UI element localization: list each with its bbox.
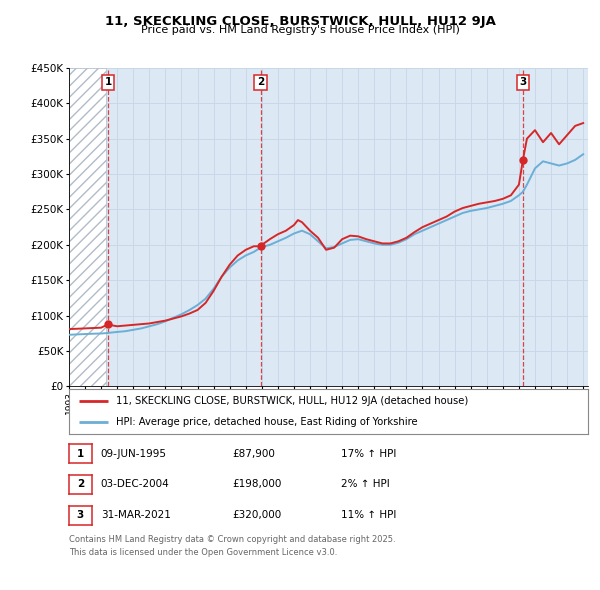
Text: 1: 1	[104, 77, 112, 87]
Text: Contains HM Land Registry data © Crown copyright and database right 2025.: Contains HM Land Registry data © Crown c…	[69, 535, 395, 544]
Text: 03-DEC-2004: 03-DEC-2004	[101, 480, 170, 489]
Text: HPI: Average price, detached house, East Riding of Yorkshire: HPI: Average price, detached house, East…	[116, 417, 418, 427]
Text: £198,000: £198,000	[233, 480, 282, 489]
Text: £87,900: £87,900	[233, 449, 275, 458]
Text: 3: 3	[77, 510, 84, 520]
Text: 11, SKECKLING CLOSE, BURSTWICK, HULL, HU12 9JA: 11, SKECKLING CLOSE, BURSTWICK, HULL, HU…	[104, 15, 496, 28]
Text: 17% ↑ HPI: 17% ↑ HPI	[341, 449, 396, 458]
Text: 2% ↑ HPI: 2% ↑ HPI	[341, 480, 389, 489]
Text: 09-JUN-1995: 09-JUN-1995	[101, 449, 167, 458]
Text: This data is licensed under the Open Government Licence v3.0.: This data is licensed under the Open Gov…	[69, 548, 337, 557]
Text: Price paid vs. HM Land Registry's House Price Index (HPI): Price paid vs. HM Land Registry's House …	[140, 25, 460, 35]
Text: 2: 2	[257, 77, 264, 87]
Text: 11% ↑ HPI: 11% ↑ HPI	[341, 510, 396, 520]
Text: £320,000: £320,000	[233, 510, 282, 520]
Text: 3: 3	[519, 77, 527, 87]
Text: 1: 1	[77, 449, 84, 458]
Text: 31-MAR-2021: 31-MAR-2021	[101, 510, 170, 520]
Text: 11, SKECKLING CLOSE, BURSTWICK, HULL, HU12 9JA (detached house): 11, SKECKLING CLOSE, BURSTWICK, HULL, HU…	[116, 396, 468, 407]
Text: 2: 2	[77, 480, 84, 489]
